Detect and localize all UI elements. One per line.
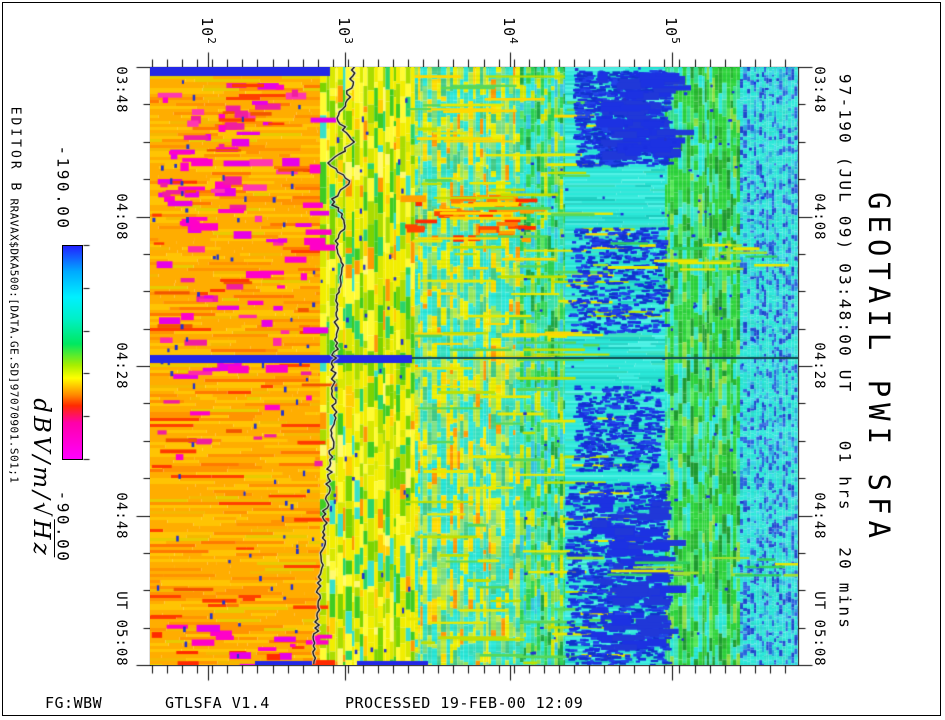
time-label-left-0448: 04:48 bbox=[113, 492, 129, 540]
freq-label-1khz: 103 bbox=[335, 17, 355, 45]
time-label-right-0448: 04:48 bbox=[811, 492, 827, 540]
time-label-left-0348: 03:48 bbox=[113, 66, 129, 114]
footer-editor-code: FG:WBW bbox=[45, 694, 103, 712]
units-prefix: dBV/m/ bbox=[28, 398, 54, 502]
time-label-left-0508: UT 05:08 bbox=[113, 591, 129, 667]
footer-processed-timestamp: PROCESSED 19-FEB-00 12:09 bbox=[345, 694, 584, 712]
editor-label: EDITOR B bbox=[7, 106, 23, 194]
time-label-left-0428: 04:28 bbox=[113, 342, 129, 390]
data-file-path: RRAVAX$DKA500:[DATA.GE.SD]97070901.S01;1 bbox=[7, 198, 21, 484]
freq-label-100hz: 102 bbox=[198, 17, 218, 45]
time-label-right-0348: 03:48 bbox=[811, 66, 827, 114]
colorbar-max-label: -190.00 bbox=[53, 145, 73, 231]
colorbar-min-label: -90.00 bbox=[53, 490, 73, 564]
page-subtitle: 97-190 (JUL 09) 03:48:00 UT 01 hrs 20 mi… bbox=[835, 73, 855, 631]
time-label-left-0408: 04:08 bbox=[113, 193, 129, 241]
freq-label-100khz: 105 bbox=[662, 17, 682, 45]
colorbar bbox=[62, 245, 83, 460]
time-label-right-0408: 04:08 bbox=[811, 193, 827, 241]
page-title: GEOTAIL PWI SFA bbox=[862, 192, 896, 544]
colorbar-units-label: dBV/m/√Hz bbox=[28, 398, 55, 558]
units-sqrt-arg: Hz bbox=[28, 519, 55, 558]
sqrt-symbol: √ bbox=[28, 501, 54, 520]
footer-program-version: GTLSFA V1.4 bbox=[165, 694, 270, 712]
time-label-right-0428: 04:28 bbox=[811, 342, 827, 390]
spectrogram-canvas bbox=[150, 67, 798, 665]
freq-label-10khz: 104 bbox=[500, 17, 520, 45]
time-label-right-0508: UT 05:08 bbox=[811, 591, 827, 667]
